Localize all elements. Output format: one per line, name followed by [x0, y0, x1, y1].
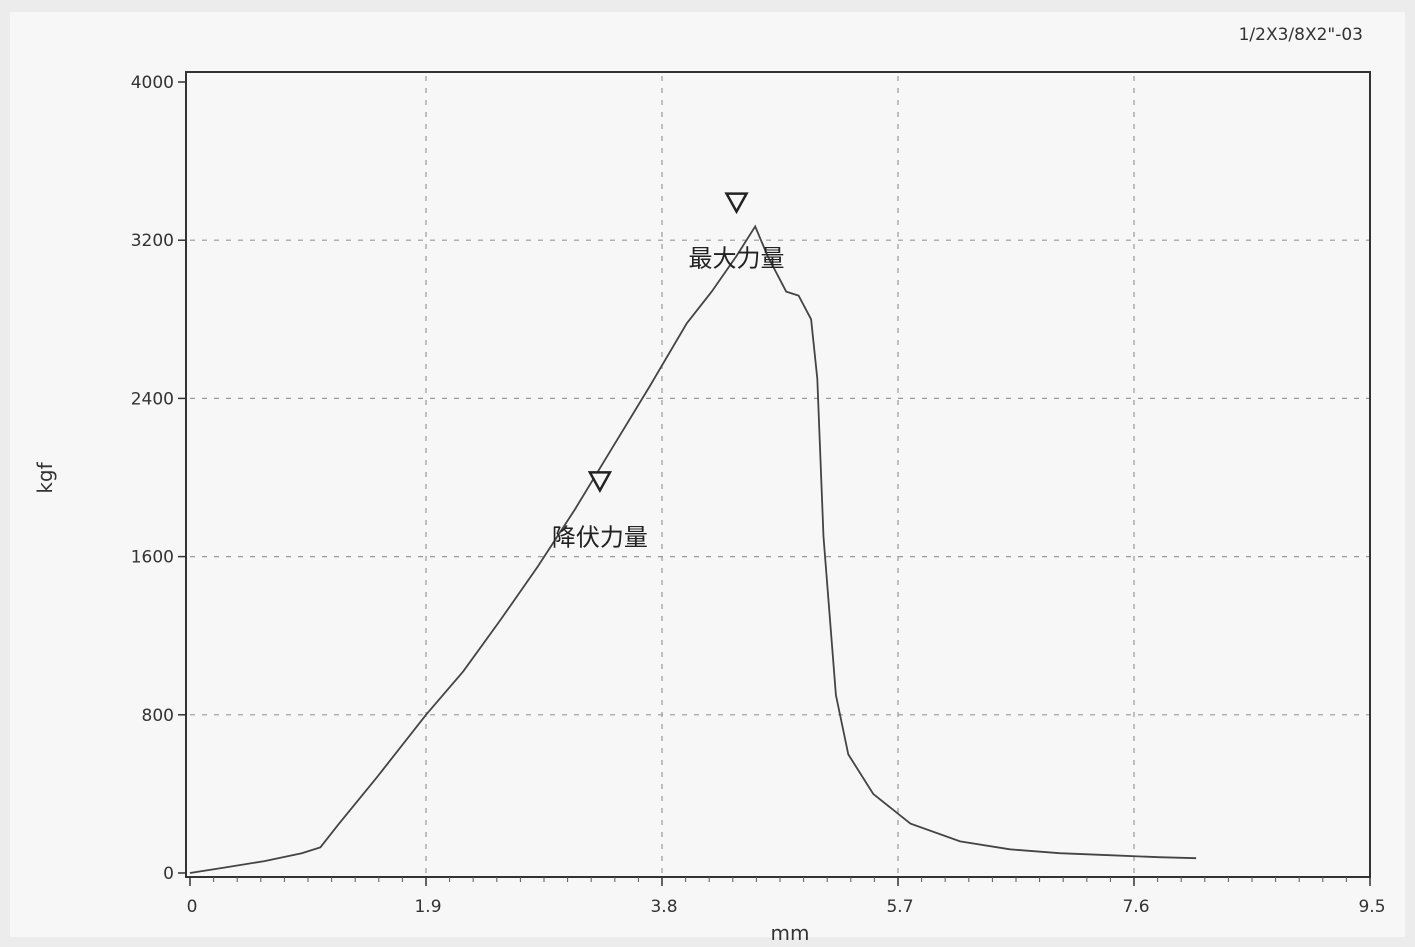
- plot-frame: [185, 71, 1371, 878]
- annotation-label: 最大力量: [689, 245, 785, 273]
- header-code: 1/2X3/8X2"-03: [1239, 25, 1363, 45]
- annotation-marker: [587, 471, 613, 494]
- y-axis-label: kgf: [33, 461, 57, 493]
- y-tick-label: 4000: [131, 73, 174, 93]
- x-tick-label: 1.9: [414, 897, 441, 917]
- force-curve-line: [189, 224, 1197, 874]
- y-tick-label: 0: [163, 864, 174, 884]
- y-axis-ticks: 0 800 1600 2400 3200 4000: [131, 73, 186, 884]
- y-tick-label: 1600: [131, 548, 174, 568]
- x-tick-label: 0: [187, 897, 198, 917]
- y-tick-label: 3200: [131, 231, 174, 251]
- x-tick-label: 9.5: [1358, 897, 1385, 917]
- x-axis-ticks: 0 1.9 3.8 5.7 7.6 9.5: [187, 877, 1386, 917]
- x-tick-label: 5.7: [886, 897, 913, 917]
- paper-background: [10, 12, 1405, 937]
- annotation-marker: [724, 192, 749, 215]
- x-axis-label: mm: [771, 921, 810, 945]
- y-tick-label: 800: [142, 706, 174, 726]
- x-tick-label: 7.6: [1122, 897, 1149, 917]
- x-tick-label: 3.8: [650, 897, 677, 917]
- annotation-label: 降伏力量: [552, 523, 648, 551]
- annotations: 降伏力量 最大力量: [552, 192, 785, 551]
- y-tick-label: 2400: [131, 389, 174, 409]
- grid-lines: [190, 76, 1370, 873]
